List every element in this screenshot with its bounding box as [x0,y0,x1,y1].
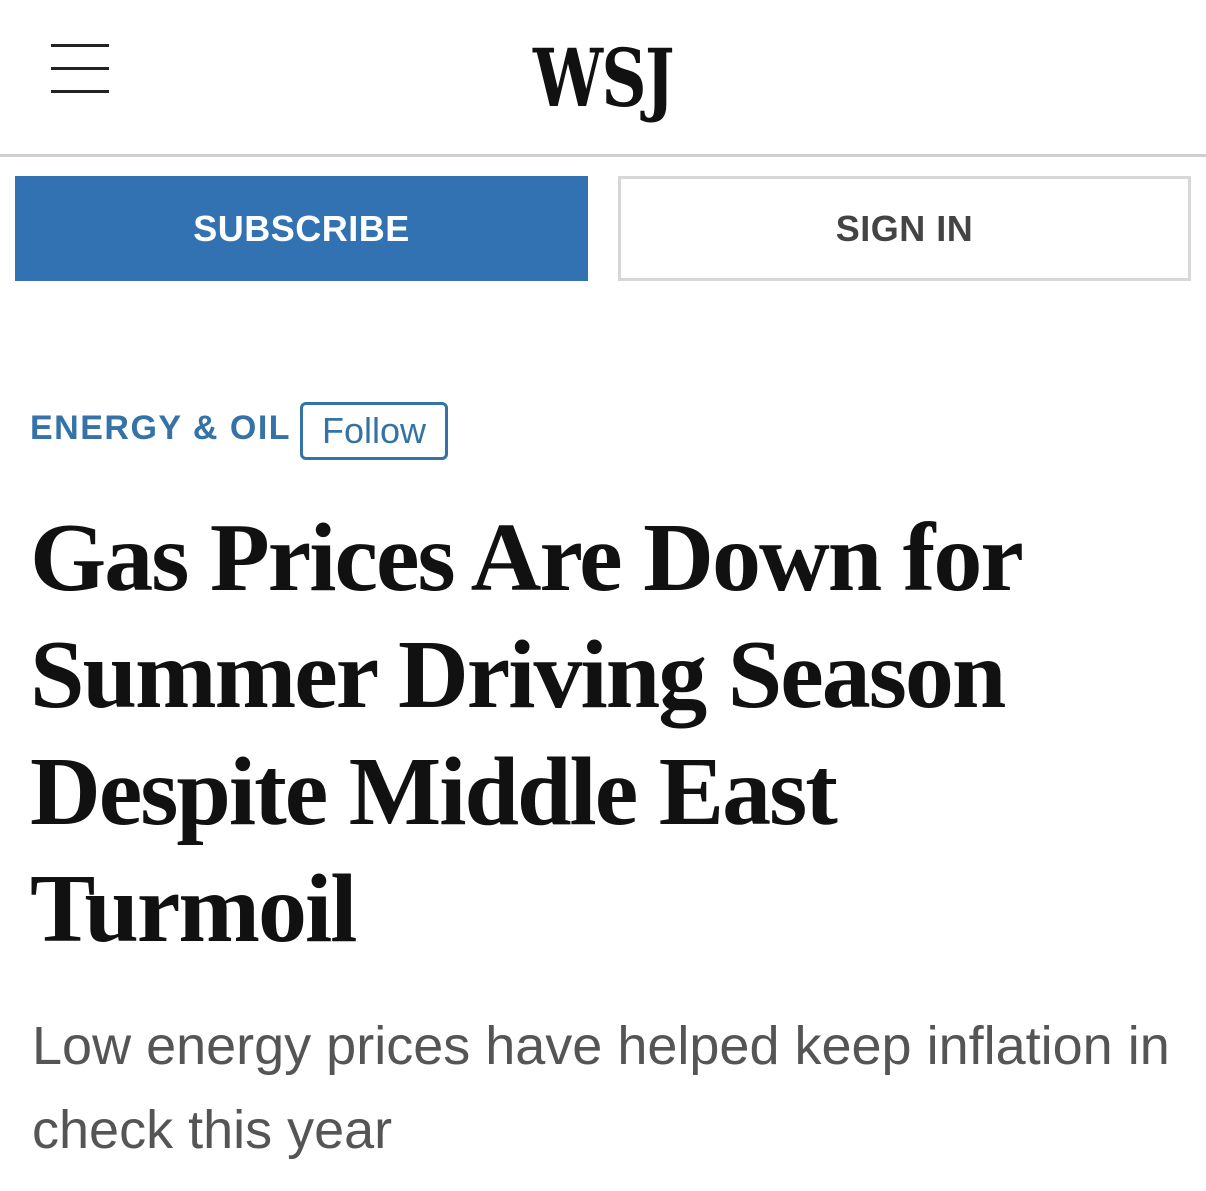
site-header: WSJ [0,0,1206,157]
menu-bar [51,67,109,70]
wsj-logo[interactable]: WSJ [533,31,675,125]
menu-bar [51,90,109,93]
section-label-energy-oil[interactable]: ENERGY & OIL [30,408,292,447]
article-dek: Low energy prices have helped keep infla… [32,1016,1170,1160]
sign-in-button[interactable]: SIGN IN [618,176,1191,281]
follow-button[interactable]: Follow [300,402,448,460]
subscribe-button[interactable]: SUBSCRIBE [15,176,588,281]
hamburger-menu-icon[interactable] [48,44,112,98]
menu-bar [51,44,109,47]
article-headline: Gas Prices Are Down for Summer Driving S… [30,504,1022,963]
